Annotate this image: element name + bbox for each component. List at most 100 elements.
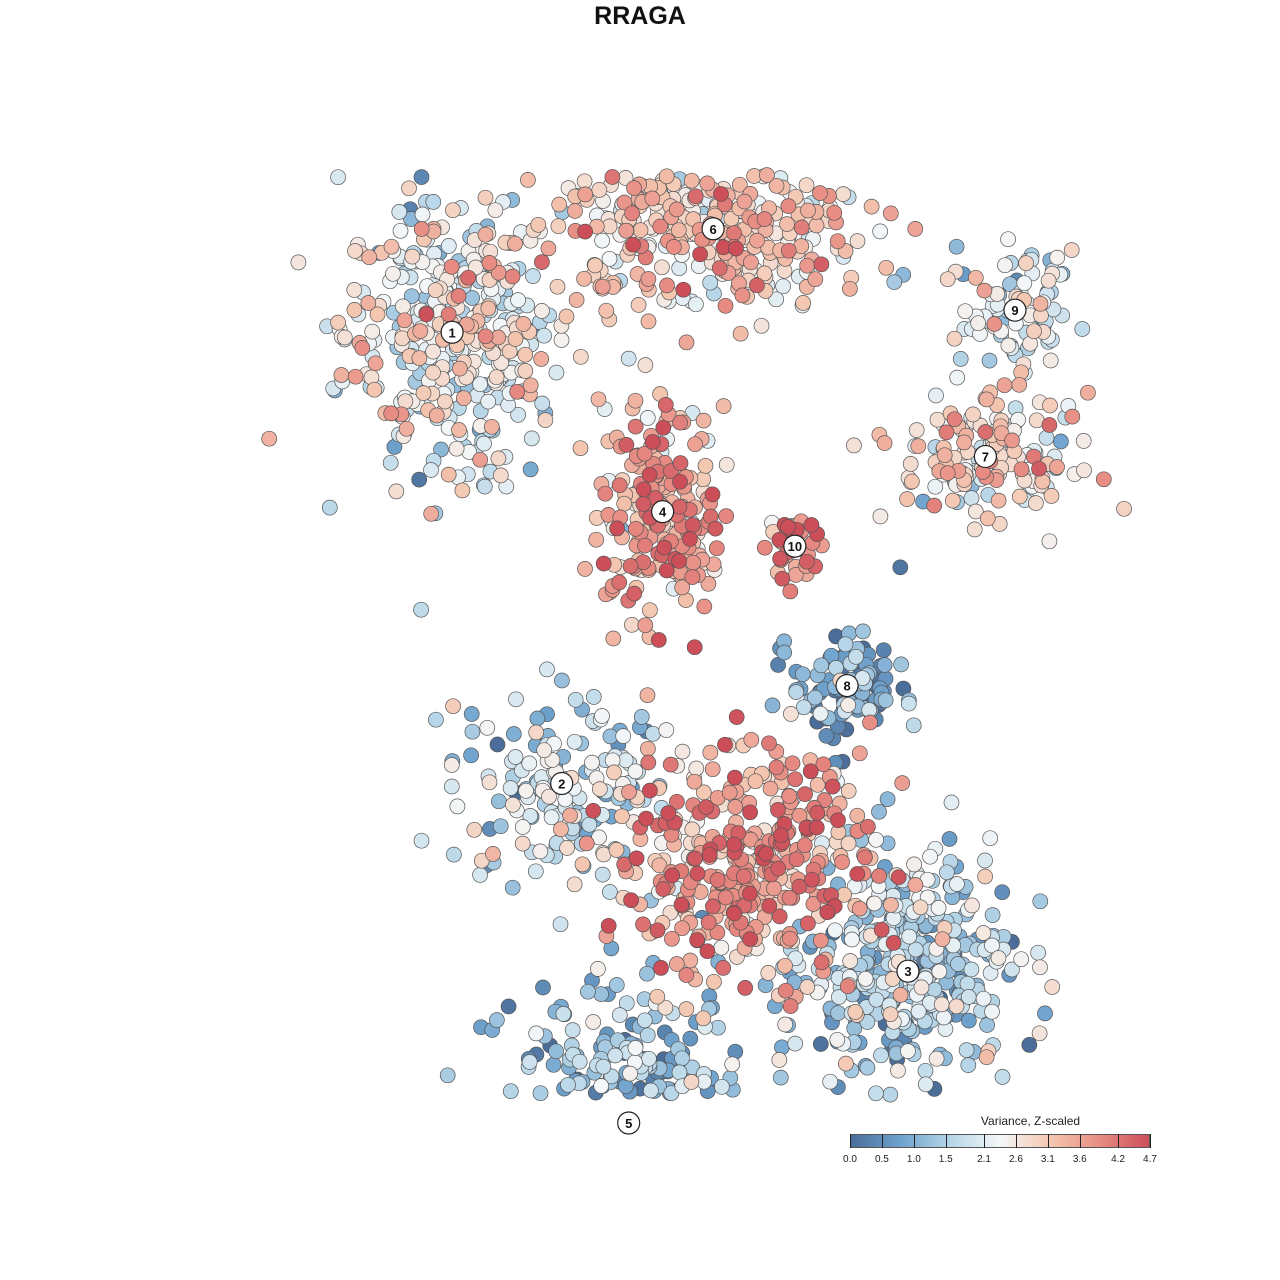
cell-point <box>780 242 797 259</box>
cell-point <box>476 478 493 495</box>
cell-point <box>1095 471 1112 488</box>
cell-point <box>658 562 675 579</box>
cell-point <box>948 238 965 255</box>
cell-point <box>777 1016 794 1033</box>
cell-point <box>802 763 819 780</box>
cell-point <box>518 782 534 799</box>
cell-point <box>672 455 689 471</box>
cell-point <box>787 1035 804 1052</box>
cell-point <box>804 871 820 888</box>
cell-point <box>395 298 411 315</box>
cell-point <box>637 537 653 554</box>
cell-point <box>472 867 488 883</box>
legend-color-bar <box>850 1134 1150 1148</box>
cell-point <box>936 447 953 464</box>
cell-point <box>620 350 637 367</box>
cell-point <box>333 367 350 383</box>
cell-point <box>775 278 791 295</box>
cell-point <box>594 232 610 249</box>
cell-point <box>815 756 832 773</box>
cell-point <box>443 258 460 275</box>
cell-point <box>507 331 524 347</box>
cell-point <box>476 435 492 452</box>
cell-point <box>960 989 977 1005</box>
cell-point <box>885 935 902 951</box>
legend-tick-label: 2.1 <box>977 1154 991 1165</box>
cluster-label-badge <box>651 500 675 524</box>
cell-point <box>509 383 526 400</box>
cell-point <box>346 282 363 298</box>
cell-point <box>791 807 808 824</box>
cell-point <box>772 1069 789 1086</box>
cell-point <box>966 521 983 538</box>
cell-point <box>990 492 1007 509</box>
cell-point <box>876 657 893 673</box>
cell-point <box>657 999 674 1016</box>
cell-point <box>584 754 600 771</box>
cell-point <box>882 205 899 222</box>
cell-point <box>855 623 871 640</box>
cluster-label-badge <box>835 673 859 698</box>
cell-point <box>768 177 785 194</box>
cell-point <box>689 865 706 882</box>
cluster-label: 10 <box>788 539 802 554</box>
cell-point <box>958 1042 975 1058</box>
cell-point <box>873 921 890 938</box>
cell-point <box>639 1027 656 1044</box>
cell-point <box>413 221 430 237</box>
cell-point <box>756 211 773 227</box>
cell-point <box>383 405 400 422</box>
cell-point <box>839 978 856 995</box>
cell-point <box>1031 1025 1048 1042</box>
cell-point <box>700 575 717 592</box>
cell-point <box>413 601 429 618</box>
cell-point <box>450 288 467 304</box>
cell-point <box>787 771 804 788</box>
cluster-label-badge <box>617 1111 641 1135</box>
cell-point <box>997 257 1013 274</box>
cell-point <box>873 1047 889 1064</box>
legend-tick-label: 4.2 <box>1111 1154 1126 1165</box>
cell-point <box>627 763 644 780</box>
cell-point <box>639 410 656 426</box>
cell-point <box>440 238 457 254</box>
legend-tick <box>913 1134 915 1148</box>
cell-point <box>507 749 524 765</box>
cell-point <box>664 930 680 947</box>
cell-point <box>948 998 965 1015</box>
cell-point <box>795 699 812 716</box>
cell-point <box>566 733 583 750</box>
cell-point <box>346 302 363 318</box>
cell-point <box>684 821 701 838</box>
cluster-label: 9 <box>1011 303 1018 318</box>
cell-point <box>695 1010 712 1027</box>
cell-point <box>638 810 654 827</box>
legend-tick-label: 1.5 <box>938 1154 953 1165</box>
cell-point <box>437 393 453 410</box>
cell-point <box>608 977 625 993</box>
cell-point <box>928 387 944 404</box>
cell-point <box>1080 384 1096 401</box>
cell-point <box>781 788 798 804</box>
cell-point <box>727 769 743 786</box>
cell-point <box>539 661 555 678</box>
cell-point <box>1032 295 1049 312</box>
cell-point <box>590 391 607 408</box>
cell-point <box>890 1062 906 1079</box>
cell-point <box>711 260 728 276</box>
cell-point <box>990 950 1007 966</box>
cell-point <box>605 630 622 647</box>
cell-point <box>871 803 887 820</box>
cell-point <box>460 269 477 286</box>
cell-point <box>1018 255 1034 272</box>
cell-point <box>807 689 823 706</box>
cell-point <box>830 812 846 829</box>
cell-point <box>674 1050 690 1067</box>
cell-point <box>773 827 789 844</box>
cell-point <box>522 808 539 824</box>
cell-point <box>1041 417 1058 433</box>
cell-point <box>702 274 719 291</box>
cell-point <box>649 922 666 939</box>
cell-point <box>594 278 611 295</box>
cell-point <box>984 1003 1000 1020</box>
